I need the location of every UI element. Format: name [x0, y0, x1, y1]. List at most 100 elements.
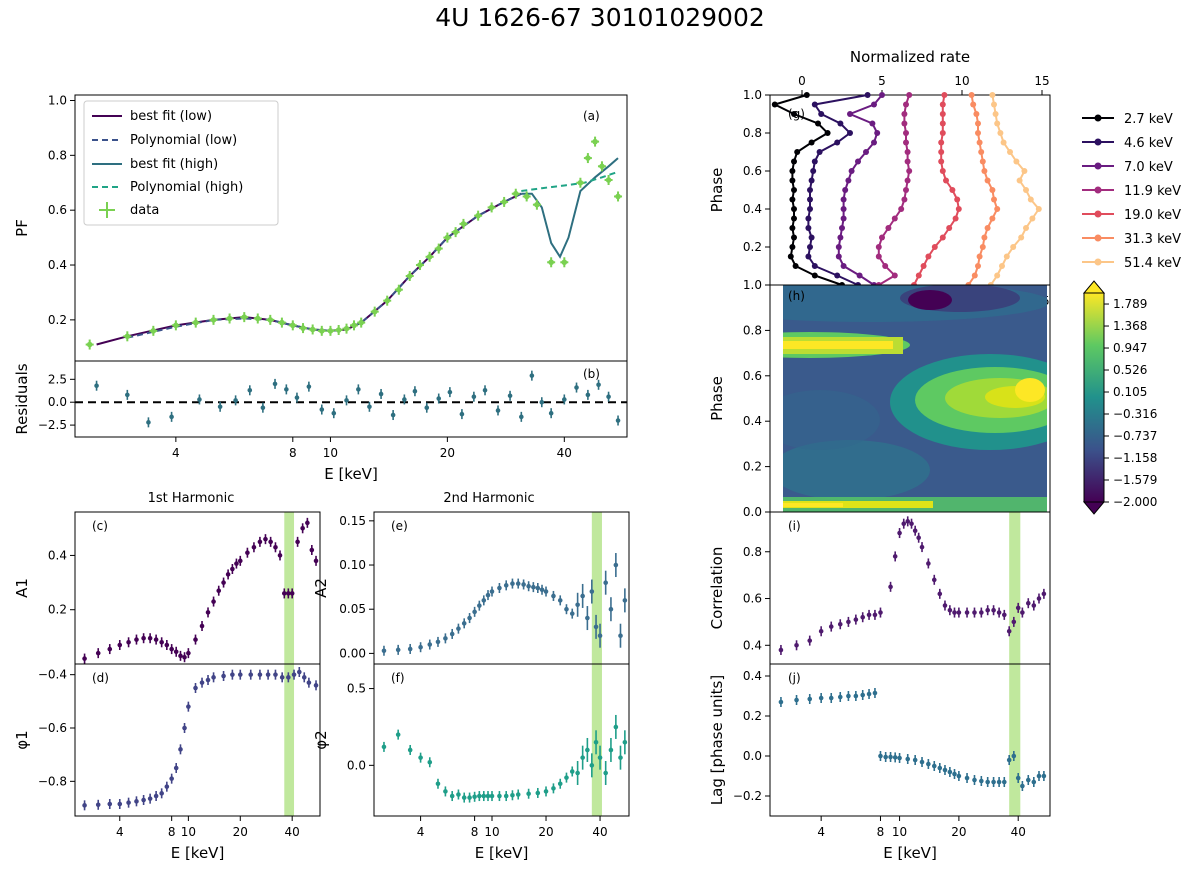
data-point: [407, 747, 413, 753]
profile-point: [898, 206, 905, 212]
profile-point: [808, 139, 815, 146]
legend-panel-a: best fit (low) Polynomial (low) best fit…: [83, 100, 279, 226]
profile-point: [845, 177, 852, 184]
data-point: [1015, 775, 1021, 781]
data-point: [613, 724, 619, 730]
profile-point: [1027, 196, 1034, 203]
data-point: [318, 328, 325, 334]
profile-point: [939, 120, 946, 127]
data-point: [147, 635, 153, 641]
data-point: [557, 598, 563, 603]
profile-point: [938, 149, 945, 155]
profile-point: [939, 130, 946, 136]
profile-point: [789, 225, 796, 231]
profile-point: [901, 120, 908, 127]
data-point: [937, 765, 943, 771]
data-point: [472, 609, 477, 615]
profile-point: [840, 215, 847, 222]
profile-point: [1018, 234, 1025, 241]
xlabel-f: E [keV]: [475, 844, 529, 862]
data-point: [1041, 773, 1047, 779]
data-point: [531, 584, 536, 590]
ytick-label-f: 0.0: [347, 758, 366, 772]
data-point: [192, 319, 199, 326]
data-point: [331, 410, 337, 416]
panel-h-heatmap: 0.0 0.2 0.4 0.6 0.8 1.0 (h) Phase: [708, 278, 1051, 519]
data-point: [909, 521, 914, 526]
data-point: [245, 550, 250, 556]
data-point: [872, 690, 878, 696]
data-point: [919, 759, 925, 765]
panel-e-a2: 0.00 0.05 0.10 0.15 (e) A2: [312, 511, 630, 665]
data-point: [613, 562, 619, 568]
panel-label-e: (e): [391, 519, 408, 533]
data-point: [897, 530, 902, 536]
data-point: [515, 581, 521, 586]
profile-point: [891, 272, 898, 279]
data-point: [247, 388, 253, 393]
data-point: [888, 584, 893, 590]
data-point: [585, 747, 590, 753]
xtick-label-j: 4: [817, 825, 825, 839]
data-point: [964, 610, 970, 615]
data-point: [319, 407, 325, 412]
data-point: [248, 672, 254, 677]
profile-point: [863, 149, 869, 155]
ytick-label-b: 0.0: [48, 395, 67, 409]
data-point: [279, 319, 285, 326]
data-point: [972, 777, 977, 783]
xtick-label-d: 20: [233, 825, 248, 839]
data-point: [230, 672, 235, 677]
data-point: [150, 328, 157, 334]
xtick-label-d: 4: [116, 825, 124, 839]
ylabel-h: Phase: [708, 376, 726, 421]
profile-point: [976, 253, 983, 260]
profile-point: [904, 149, 911, 155]
data-point: [916, 535, 921, 541]
xlabel-b: E [keV]: [324, 465, 378, 483]
data-point: [574, 385, 579, 390]
ytick-label-j: 0.4: [743, 669, 762, 683]
ytick-label-j: 0.0: [743, 749, 762, 763]
data-point: [481, 793, 487, 799]
data-point: [521, 582, 526, 587]
data-point: [866, 612, 872, 618]
data-point: [794, 642, 799, 648]
profile-point: [839, 225, 845, 231]
profile-point: [955, 206, 962, 212]
ytick-label-h: 0.6: [743, 369, 762, 383]
data-point: [169, 646, 174, 652]
profile-point: [991, 101, 997, 108]
data-point: [561, 259, 568, 266]
profile-point: [840, 196, 847, 203]
data-point: [778, 647, 784, 653]
profile-point: [999, 263, 1005, 269]
xtick-label-f: 20: [538, 825, 553, 839]
profile-point: [805, 253, 812, 260]
data-point: [306, 680, 312, 685]
data-point: [381, 744, 387, 750]
ylabel-a: PF: [13, 219, 31, 237]
data-point: [126, 639, 131, 645]
profile-point: [792, 263, 799, 269]
xtick-label-j: 40: [1011, 825, 1026, 839]
legend-label-g: 11.9 keV: [1124, 184, 1181, 199]
data-point: [205, 610, 211, 615]
xlabel-d: E [keV]: [171, 844, 225, 862]
data-point: [485, 793, 491, 799]
ytick-label-j: −0.2: [733, 789, 762, 803]
ytick-label-f: 0.5: [347, 682, 366, 696]
data-point: [286, 675, 291, 680]
data-point: [575, 602, 580, 608]
data-point: [937, 591, 943, 597]
data-point: [592, 138, 598, 145]
data-point: [335, 327, 342, 333]
data-point: [606, 394, 611, 400]
data-point: [117, 642, 123, 648]
data-point: [534, 201, 540, 208]
ytick-label-g: 0.6: [743, 164, 762, 178]
data-point: [575, 770, 580, 776]
data-point: [1011, 753, 1017, 759]
data-point: [257, 672, 263, 677]
panel-b-residuals: 2.5 0.0 −2.5 4 8 10 20 40 (b) Residuals E [keV]: [13, 360, 628, 483]
